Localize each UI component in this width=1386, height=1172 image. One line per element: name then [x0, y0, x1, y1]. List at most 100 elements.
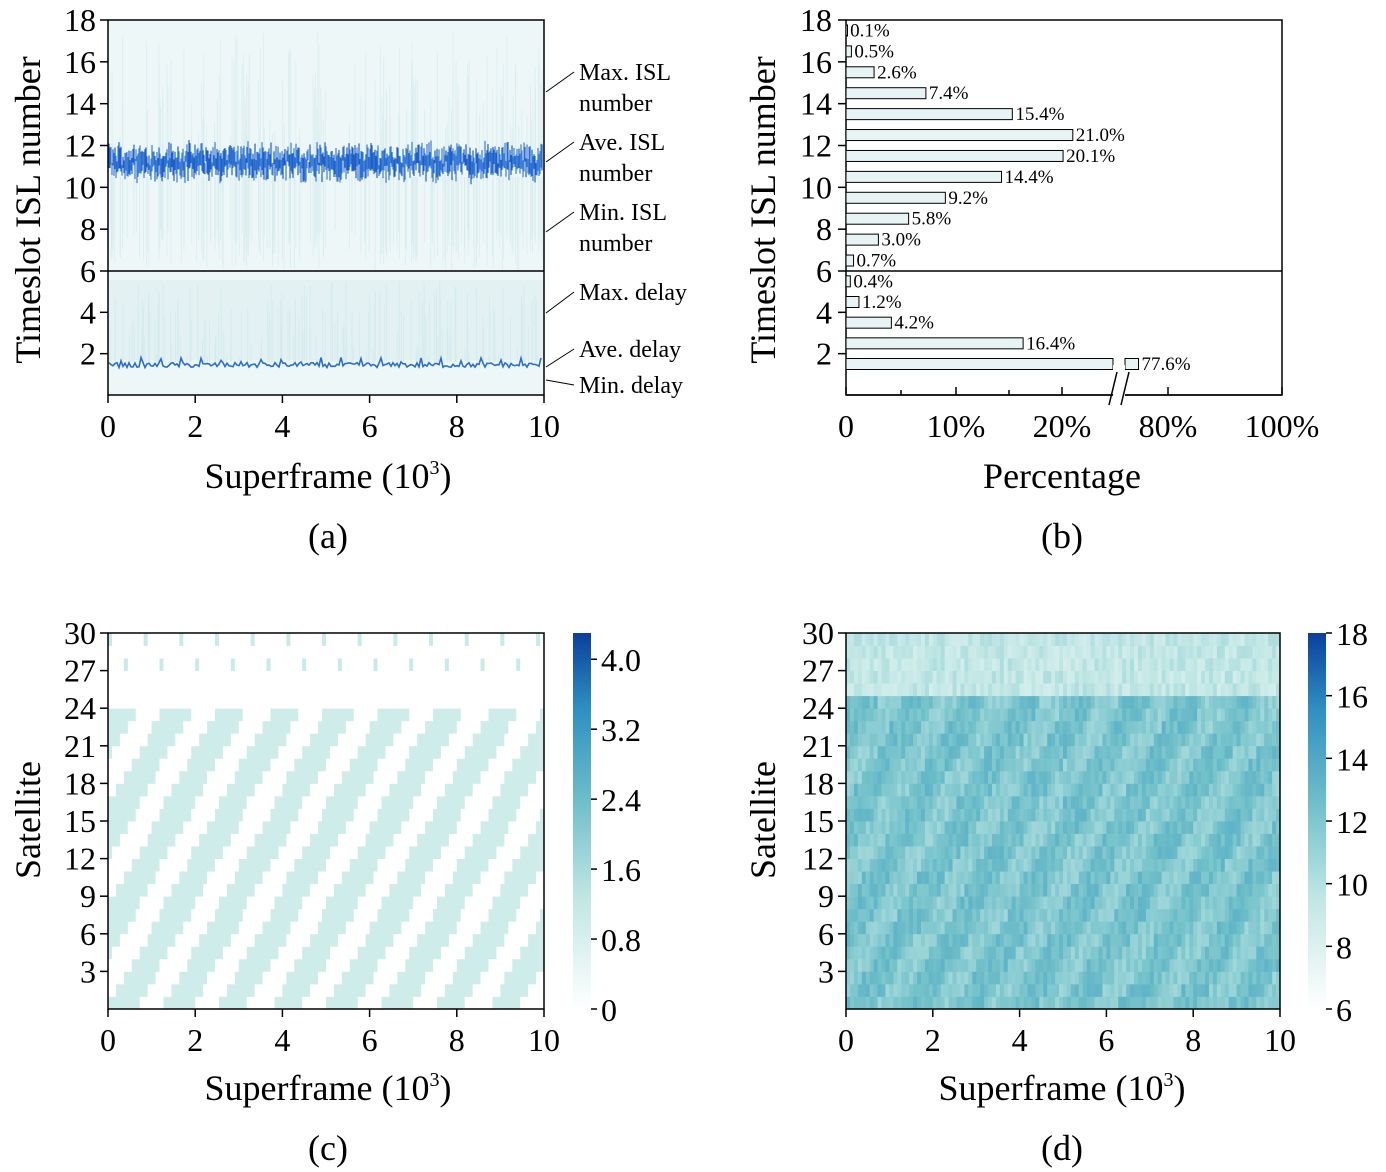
heat-cell — [274, 808, 279, 822]
heat-cell — [500, 921, 505, 935]
heat-cell — [389, 670, 394, 684]
heat-cell — [917, 996, 922, 1010]
heat-cell — [365, 633, 370, 646]
heat-cell — [203, 946, 208, 960]
x-tick-label: 10 — [528, 408, 560, 444]
heat-cell — [444, 770, 450, 784]
heat-cell — [337, 645, 343, 659]
heat-cell — [167, 908, 172, 922]
heat-cell — [520, 645, 525, 659]
heat-cell — [123, 720, 129, 734]
heat-cell — [960, 958, 965, 972]
heat-cell — [167, 745, 172, 759]
heat-cell — [302, 683, 307, 697]
heat-cell — [524, 896, 529, 910]
heat-cell — [211, 883, 216, 897]
heat-cell — [131, 921, 137, 935]
heat-cell — [242, 733, 248, 747]
heat-cell — [163, 683, 168, 697]
heat-cell — [147, 908, 152, 922]
heat-cell — [417, 958, 422, 972]
heat-cell — [322, 795, 327, 809]
heat-cell — [536, 896, 541, 910]
heat-cell — [488, 933, 493, 947]
heat-cell — [187, 720, 192, 734]
heat-cell — [1173, 958, 1178, 972]
heat-cell — [508, 783, 513, 797]
heat-cell — [536, 770, 541, 784]
heat-cell — [520, 695, 525, 709]
heat-cell — [337, 846, 343, 859]
heat-cell — [234, 996, 240, 1010]
heat-cell — [496, 670, 501, 684]
heat-cell — [341, 633, 347, 646]
heat-cell — [175, 670, 180, 684]
heat-cell — [123, 633, 129, 646]
heat-cell — [1051, 996, 1056, 1010]
heat-cell — [456, 708, 462, 722]
heat-cell — [488, 896, 493, 910]
heat-cell — [409, 670, 414, 684]
bar-value-label: 0.7% — [857, 251, 897, 272]
heat-cell — [163, 758, 168, 772]
heat-cell — [516, 758, 521, 772]
heat-cell — [199, 871, 204, 885]
heat-cell — [1276, 971, 1281, 985]
heat-cell — [373, 883, 378, 897]
heat-cell — [433, 745, 438, 759]
heat-cell — [512, 821, 517, 834]
bar-value-label: 0.4% — [853, 271, 893, 292]
heat-cell — [195, 971, 200, 985]
heat-cell — [119, 896, 125, 910]
heat-cell — [108, 770, 113, 784]
heat-cell — [345, 871, 351, 885]
heat-cell — [155, 783, 160, 797]
heat-cell — [282, 858, 287, 872]
heat-cell — [199, 983, 204, 997]
heat-cell — [143, 633, 149, 646]
heat-cell — [226, 996, 232, 1010]
heat-cell — [433, 996, 438, 1010]
heat-cell — [341, 983, 347, 997]
heat-cell — [520, 658, 525, 671]
heat-cell — [492, 908, 497, 922]
heat-cell — [508, 633, 513, 646]
heat-cell — [492, 833, 497, 847]
heat-cell — [377, 983, 382, 997]
heat-cell — [349, 783, 355, 797]
heat-cell — [187, 658, 192, 671]
heat-cell — [326, 645, 331, 659]
heat-cell — [187, 808, 192, 822]
heat-cell — [401, 871, 406, 885]
heat-cell — [1141, 958, 1147, 972]
bar — [845, 296, 860, 308]
heat-cell — [211, 783, 216, 797]
heat-cell — [436, 933, 442, 947]
heat-cell — [452, 658, 458, 671]
heat-cell — [167, 783, 172, 797]
heat-cell — [440, 846, 446, 859]
heat-cell — [207, 633, 212, 646]
heat-cell — [381, 795, 386, 809]
heat-cell — [492, 645, 497, 659]
heat-cell — [440, 833, 446, 847]
heat-cell — [139, 846, 145, 859]
heat-cell — [159, 871, 164, 885]
heat-cell — [127, 683, 133, 697]
heat-cell — [151, 708, 156, 722]
heat-cell — [528, 783, 533, 797]
heat-cell — [298, 921, 303, 935]
heat-cell — [500, 996, 505, 1010]
heat-cell — [294, 770, 299, 784]
heat-cell — [171, 833, 176, 847]
heat-cell — [468, 983, 474, 997]
heat-cell — [377, 658, 382, 671]
heat-cell — [167, 795, 172, 809]
heat-cell — [381, 858, 386, 872]
heat-cell — [1114, 996, 1119, 1010]
heat-cell — [302, 658, 307, 671]
heat-cell — [119, 770, 125, 784]
heat-cell — [254, 745, 260, 759]
heat-cell — [298, 983, 303, 997]
heat-cell — [464, 745, 470, 759]
